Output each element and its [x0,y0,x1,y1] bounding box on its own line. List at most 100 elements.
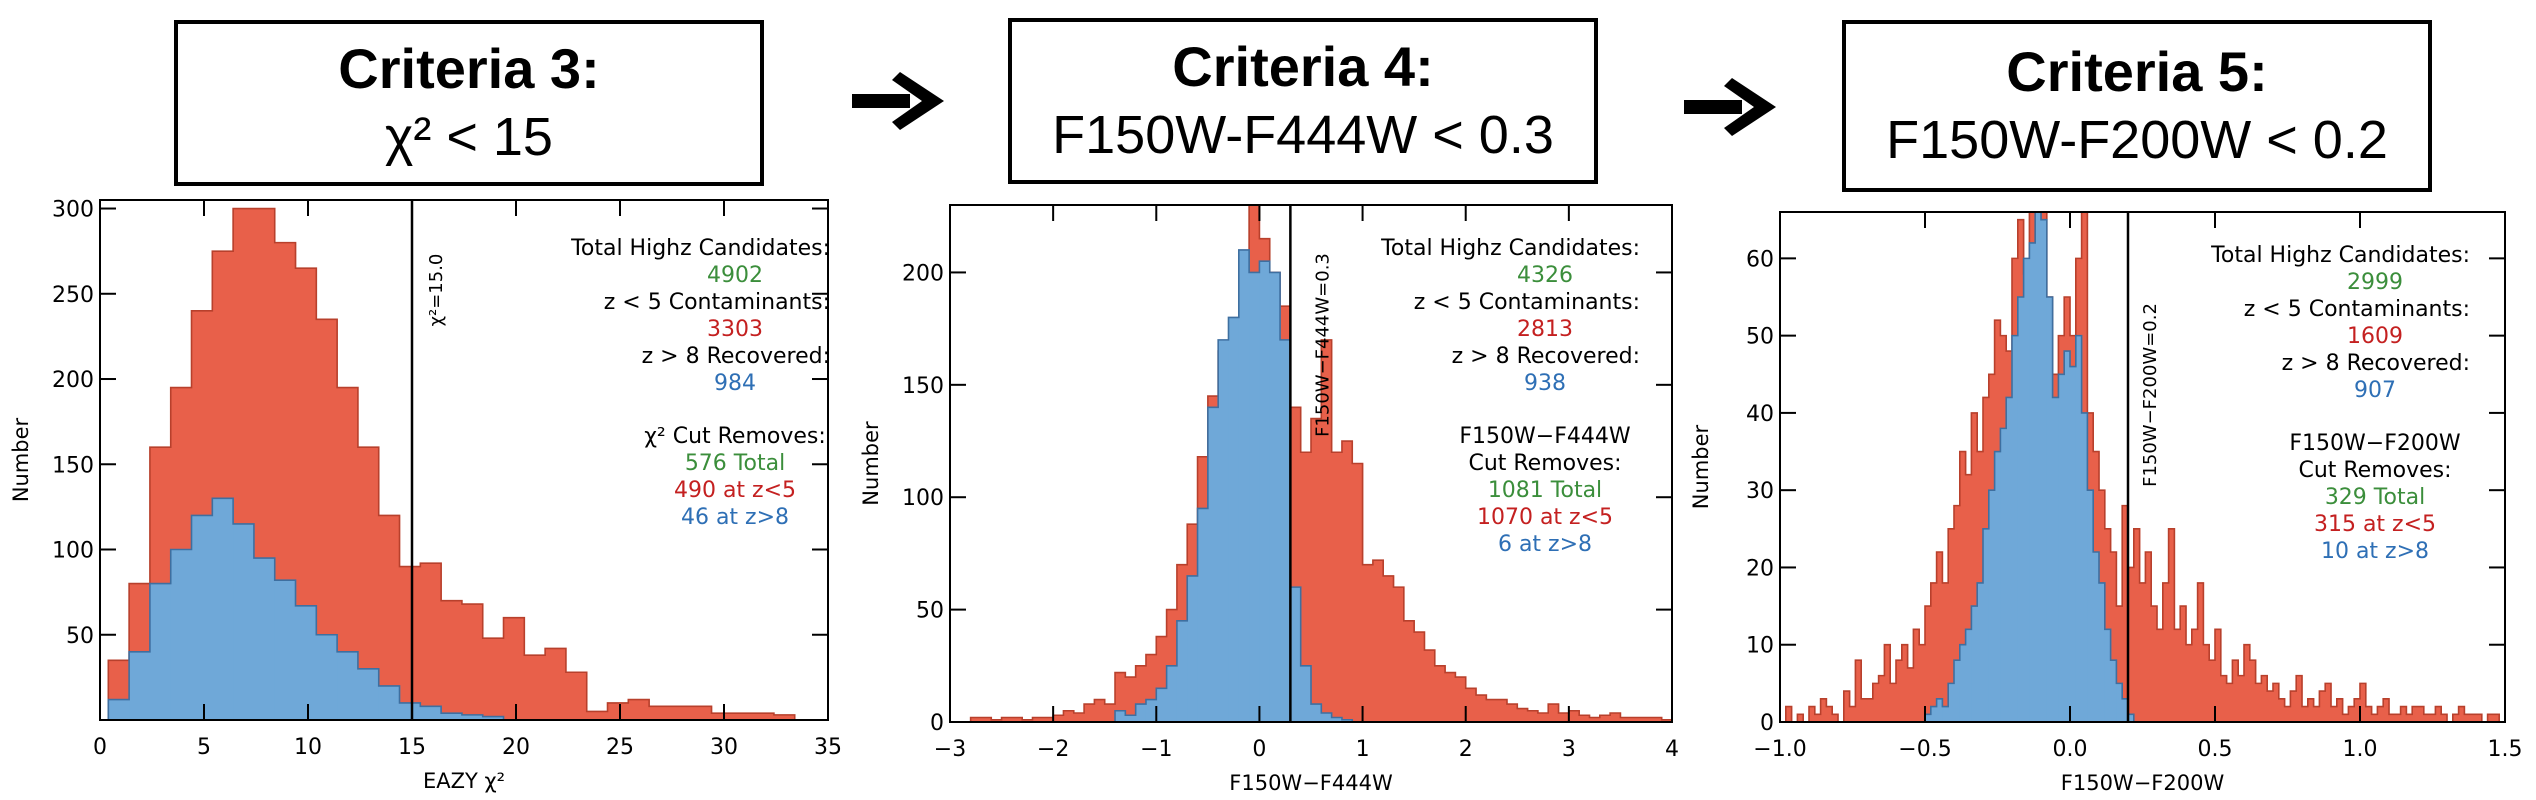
bar [1249,272,1261,722]
bar [2070,366,2077,722]
bar [732,713,754,720]
bar [1084,704,1095,722]
bar [2157,629,2164,722]
bar [1001,717,1013,722]
bar [2012,335,2019,722]
bar [2180,606,2187,722]
criteria-3-condition: χ² < 15 [385,107,553,167]
bar [1321,713,1333,722]
bar [1135,704,1147,722]
bar [1228,317,1240,722]
cut-line-label: χ²=15.0 [426,254,447,327]
bar [2249,660,2257,722]
total-candidates-value: 4902 [707,263,763,288]
x-tick-label: 1 [1356,737,1370,762]
bar [1496,699,1508,722]
total-candidates-label: Total Highz Candidates: [2210,243,2470,268]
bar [2128,714,2135,722]
bar [357,668,380,720]
bar [2342,714,2349,722]
bar [1042,717,1054,722]
bar [1930,706,1938,722]
bar [337,651,359,720]
bar [2029,242,2036,722]
bar [980,717,992,722]
bar [1919,644,1926,722]
bar [1589,717,1601,722]
bar [586,711,609,720]
y-tick-label: 150 [52,453,94,478]
x-axis-label: F150W−F200W [2061,771,2225,795]
bar [1913,629,1920,722]
bar [2104,528,2112,722]
bar [2058,374,2065,722]
criteria-5-box: Criteria 5: F150W-F200W < 0.2 [1842,20,2432,192]
bar [1537,713,1549,722]
bar [1341,719,1353,722]
criteria-5-condition: F150W-F200W < 0.2 [1886,110,2388,170]
series-outline [970,249,1672,722]
criteria-3-box: Criteria 3: χ² < 15 [174,20,764,186]
bar [1878,675,1885,722]
bar [2023,258,2030,722]
bar [1145,699,1157,722]
arrow-right-icon [852,72,944,130]
bar [1115,672,1126,722]
bar [1455,677,1467,722]
bar [2284,706,2291,722]
bar [1125,677,1137,722]
bar [565,672,588,720]
bar [1641,717,1652,722]
bar [1907,667,1914,722]
bar [2360,683,2367,722]
bar [2046,297,2054,722]
bar [2331,706,2338,722]
bar [2000,428,2007,722]
bar [2104,629,2112,722]
total-candidates-value: 2999 [2347,270,2403,295]
bar [1948,528,1955,722]
bar [2116,683,2123,722]
bar [1476,695,1487,722]
bar [1620,717,1632,722]
bar [2429,714,2436,722]
series-outline [969,205,1672,722]
bar [2261,675,2268,722]
bar [1896,660,1903,722]
bar [2064,351,2071,722]
bar [1965,629,1972,722]
bar [1948,683,1955,722]
y-tick-label: 150 [902,374,944,399]
bar [2452,714,2460,722]
bar [2423,714,2431,722]
bar [316,319,338,720]
cut-removes-z5: 1070 at z<5 [1477,505,1613,530]
bar [1187,575,1199,722]
bar [212,498,234,720]
bar [1393,587,1405,722]
bar [337,387,359,720]
bar [1579,715,1591,722]
bar [2168,528,2175,722]
bar [1872,683,1880,722]
bar [2139,582,2146,722]
bar [1403,620,1415,722]
y-axis-label: Number [9,417,33,502]
bar [1814,714,1822,722]
bar [1104,704,1116,722]
contaminants-label: z < 5 Contaminants: [2244,297,2470,322]
bar [649,706,671,720]
bar [1341,441,1353,722]
y-tick-label: 100 [52,539,94,564]
x-tick-label: 1.0 [2343,737,2378,762]
bar [1855,660,1862,722]
bar [1983,528,1990,722]
recovered-label: z > 8 Recovered: [1452,344,1640,369]
bar [378,515,401,720]
bar [2348,706,2355,722]
bar [2232,660,2239,722]
bar [420,563,442,720]
bar [2197,582,2204,722]
y-tick-label: 20 [1746,556,1774,581]
x-tick-label: −2 [1037,737,1069,762]
